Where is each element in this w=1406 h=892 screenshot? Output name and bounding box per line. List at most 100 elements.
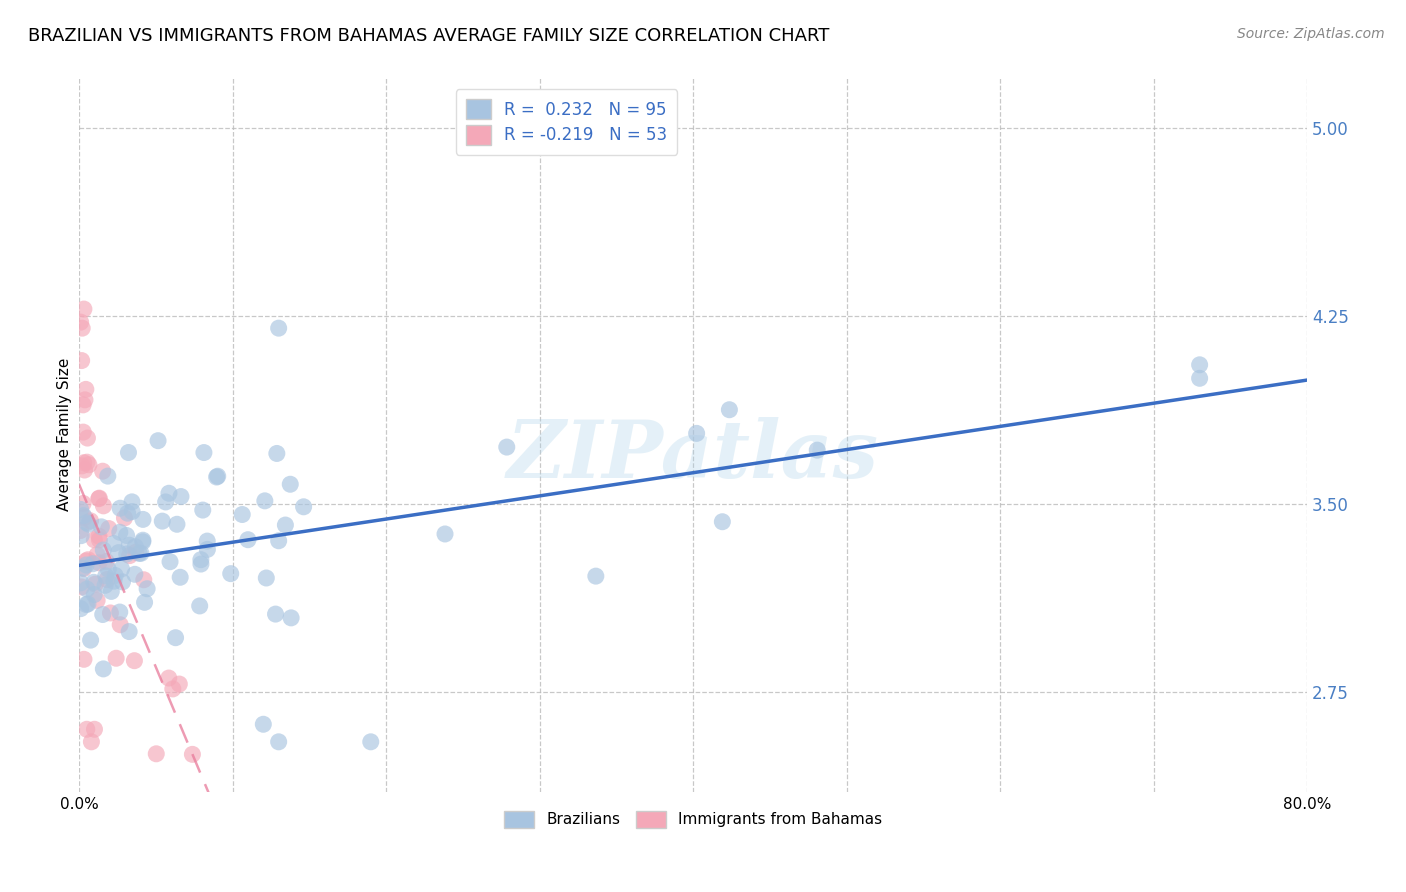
Point (585, 569, 607, 583)
Point (145, 747, 167, 761)
Point (73, 463, 96, 477)
Point (267, 735, 290, 749)
Point (72, 398, 94, 412)
Point (169, 570, 191, 584)
Point (360, 735, 382, 749)
Point (195, 534, 218, 549)
Point (87, 556, 110, 570)
Point (73, 561, 96, 575)
Point (150, 514, 173, 528)
Point (162, 681, 184, 696)
Point (86, 593, 108, 607)
Point (70, 458, 93, 473)
Point (82, 557, 104, 571)
Point (75, 383, 97, 397)
Point (70, 353, 93, 368)
Point (806, 443, 828, 458)
Point (190, 552, 212, 566)
Point (76, 516, 98, 530)
Point (253, 493, 276, 508)
Point (132, 512, 155, 526)
Point (132, 533, 155, 548)
Point (219, 566, 242, 581)
Point (118, 624, 141, 639)
Point (89, 533, 111, 547)
Point (76, 431, 98, 445)
Point (181, 747, 204, 762)
Point (124, 540, 146, 554)
Point (104, 568, 127, 582)
Point (170, 490, 193, 504)
Point (87, 491, 110, 506)
Text: Source: ZipAtlas.com: Source: ZipAtlas.com (1237, 27, 1385, 41)
Point (191, 503, 214, 517)
Point (129, 546, 152, 560)
Point (495, 440, 517, 454)
Point (114, 511, 136, 525)
Point (132, 573, 155, 587)
Point (97, 469, 120, 483)
Point (125, 545, 148, 559)
Point (79, 514, 101, 528)
Point (128, 546, 150, 560)
Point (157, 486, 180, 500)
Point (100, 584, 122, 599)
Point (73, 456, 96, 470)
Point (77, 458, 100, 472)
Point (94, 569, 117, 583)
Point (83, 533, 105, 547)
Point (231, 508, 253, 522)
Point (91, 464, 114, 478)
Point (134, 595, 156, 609)
Point (155, 495, 177, 509)
Point (93, 499, 115, 513)
Point (72, 425, 94, 439)
Point (90, 520, 112, 534)
Point (103, 574, 125, 589)
Point (91, 543, 114, 558)
Point (124, 654, 146, 668)
Point (278, 477, 301, 491)
Point (207, 469, 229, 483)
Point (77, 517, 100, 532)
Legend: Brazilians, Immigrants from Bahamas: Brazilians, Immigrants from Bahamas (498, 805, 889, 834)
Point (254, 571, 277, 585)
Point (711, 515, 734, 529)
Point (89, 491, 111, 505)
Point (69, 575, 91, 590)
Point (115, 528, 138, 542)
Point (75, 558, 97, 572)
Point (157, 671, 180, 685)
Point (105, 651, 128, 665)
Point (188, 599, 211, 613)
Point (70, 321, 93, 335)
Point (69, 524, 91, 538)
Point (264, 607, 287, 621)
Point (97, 562, 120, 576)
Point (73, 510, 96, 524)
Point (166, 517, 188, 532)
Point (79, 633, 101, 648)
Point (685, 426, 707, 441)
Point (190, 557, 212, 571)
Point (121, 505, 143, 519)
Point (110, 617, 132, 632)
Y-axis label: Average Family Size: Average Family Size (58, 358, 72, 511)
Point (267, 321, 290, 335)
Point (96, 573, 118, 587)
Point (136, 582, 159, 596)
Point (80, 735, 103, 749)
Text: BRAZILIAN VS IMMIGRANTS FROM BAHAMAS AVERAGE FAMILY SIZE CORRELATION CHART: BRAZILIAN VS IMMIGRANTS FROM BAHAMAS AVE… (28, 27, 830, 45)
Point (72, 508, 94, 523)
Point (117, 445, 139, 459)
Point (76, 455, 98, 469)
Point (266, 446, 288, 460)
Point (274, 518, 297, 533)
Point (69, 315, 91, 329)
Point (75, 554, 97, 568)
Point (97, 522, 120, 536)
Point (146, 434, 169, 448)
Point (76, 582, 98, 596)
Point (205, 470, 228, 484)
Point (236, 533, 259, 547)
